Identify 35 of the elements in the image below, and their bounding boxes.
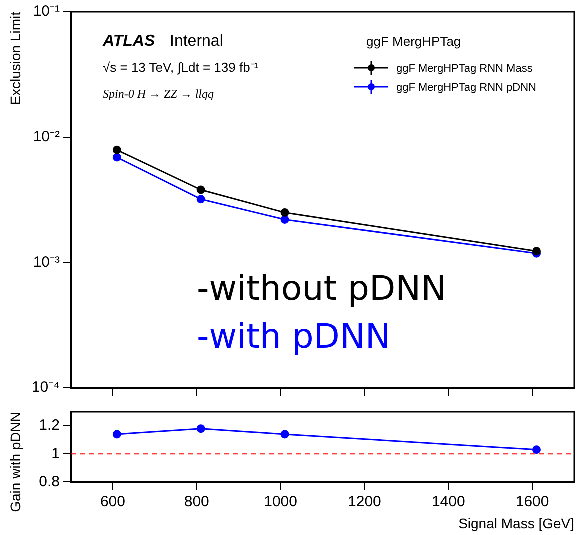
legend-label: ggF MergHPTag RNN pDNN [396, 82, 537, 94]
annotation: -without pDNN [197, 269, 447, 309]
y-tick-label: 10⁻³ [33, 254, 60, 271]
x-tick-label: 1400 [432, 493, 466, 510]
point [112, 146, 122, 154]
legend-label: ggF MergHPTag RNN Mass [396, 63, 534, 75]
point [196, 195, 206, 204]
x-tick-label: 600 [100, 493, 126, 510]
point [196, 186, 206, 194]
x-tick-label: 800 [184, 493, 210, 510]
point [112, 153, 122, 162]
annotation: Internal [170, 33, 224, 50]
annotation: Spin-0 H → ZZ → llqq [103, 87, 214, 101]
y-tick-label: 0.8 [39, 473, 60, 490]
legend-title: ggF MergHPTag [366, 34, 462, 49]
y-tick-label: 1 [52, 445, 60, 462]
x-tick-label: 1000 [264, 493, 298, 510]
point [280, 430, 290, 439]
point [196, 424, 206, 434]
y-tick-label: 10⁻² [33, 128, 60, 146]
y-axis-title: Gain with pDNN [7, 412, 24, 512]
x-tick-label: 1200 [348, 493, 382, 510]
annotation: √s = 13 TeV, ∫Ldt = 139 fb⁻¹ [103, 60, 260, 75]
y-tick-label: 10⁻¹ [33, 3, 60, 20]
annotation: -with pDNN [197, 317, 391, 357]
y-tick-label: 1.2 [39, 417, 60, 434]
point [112, 430, 122, 439]
point [280, 216, 290, 224]
y-tick-label: 10⁻⁴ [32, 379, 60, 396]
annotation: ATLAS [102, 33, 156, 50]
y-axis-title: Exclusion Limit [7, 12, 24, 106]
point [532, 446, 541, 454]
x-axis-title: Signal Mass [GeV] [458, 515, 574, 532]
x-tick-label: 1600 [516, 493, 550, 510]
point [280, 208, 290, 218]
